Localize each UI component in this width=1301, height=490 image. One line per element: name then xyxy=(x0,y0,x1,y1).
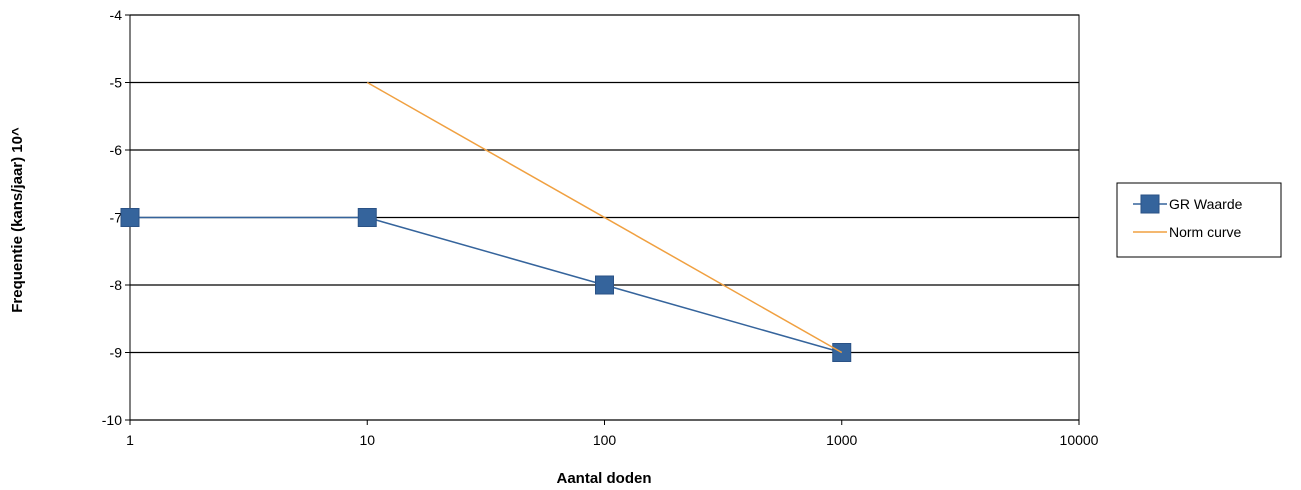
data-point-gr-waarde xyxy=(595,275,614,295)
x-tick-label: 10 xyxy=(359,432,375,448)
x-tick-label: 1 xyxy=(126,432,134,448)
series-line-norm-curve xyxy=(366,81,843,354)
series-layer xyxy=(120,81,852,362)
data-point-gr-waarde xyxy=(120,208,140,227)
x-axis-ticks: 1 10 100 1000 10000 xyxy=(126,420,1099,448)
legend-box xyxy=(1116,182,1282,258)
y-tick-label: -5 xyxy=(110,75,123,91)
legend-gr-waarde-marker xyxy=(1140,194,1160,214)
legend-norm-curve-label: Norm curve xyxy=(1169,224,1242,240)
y-tick-label: -7 xyxy=(110,210,123,226)
y-axis-title: Frequentie (kans/jaar) 10^ xyxy=(9,127,26,313)
y-tick-label: -10 xyxy=(102,412,122,428)
data-point-gr-waarde xyxy=(357,208,377,227)
series-line-gr-waarde xyxy=(130,216,842,354)
y-tick-label: -9 xyxy=(110,345,123,361)
x-axis-title: Aantal doden xyxy=(556,470,651,487)
x-tick-label: 100 xyxy=(593,432,617,448)
legend-gr-waarde-label: GR Waarde xyxy=(1169,196,1243,212)
y-tick-label: -4 xyxy=(110,7,123,23)
x-tick-label: 1000 xyxy=(826,432,857,448)
legend: GR Waarde Norm curve xyxy=(1116,182,1282,258)
y-axis-ticks: -4 -5 -6 -7 -8 -9 -10 xyxy=(102,7,130,428)
y-tick-label: -6 xyxy=(110,142,123,158)
y-tick-label: -8 xyxy=(110,277,123,293)
x-tick-label: 10000 xyxy=(1060,432,1099,448)
